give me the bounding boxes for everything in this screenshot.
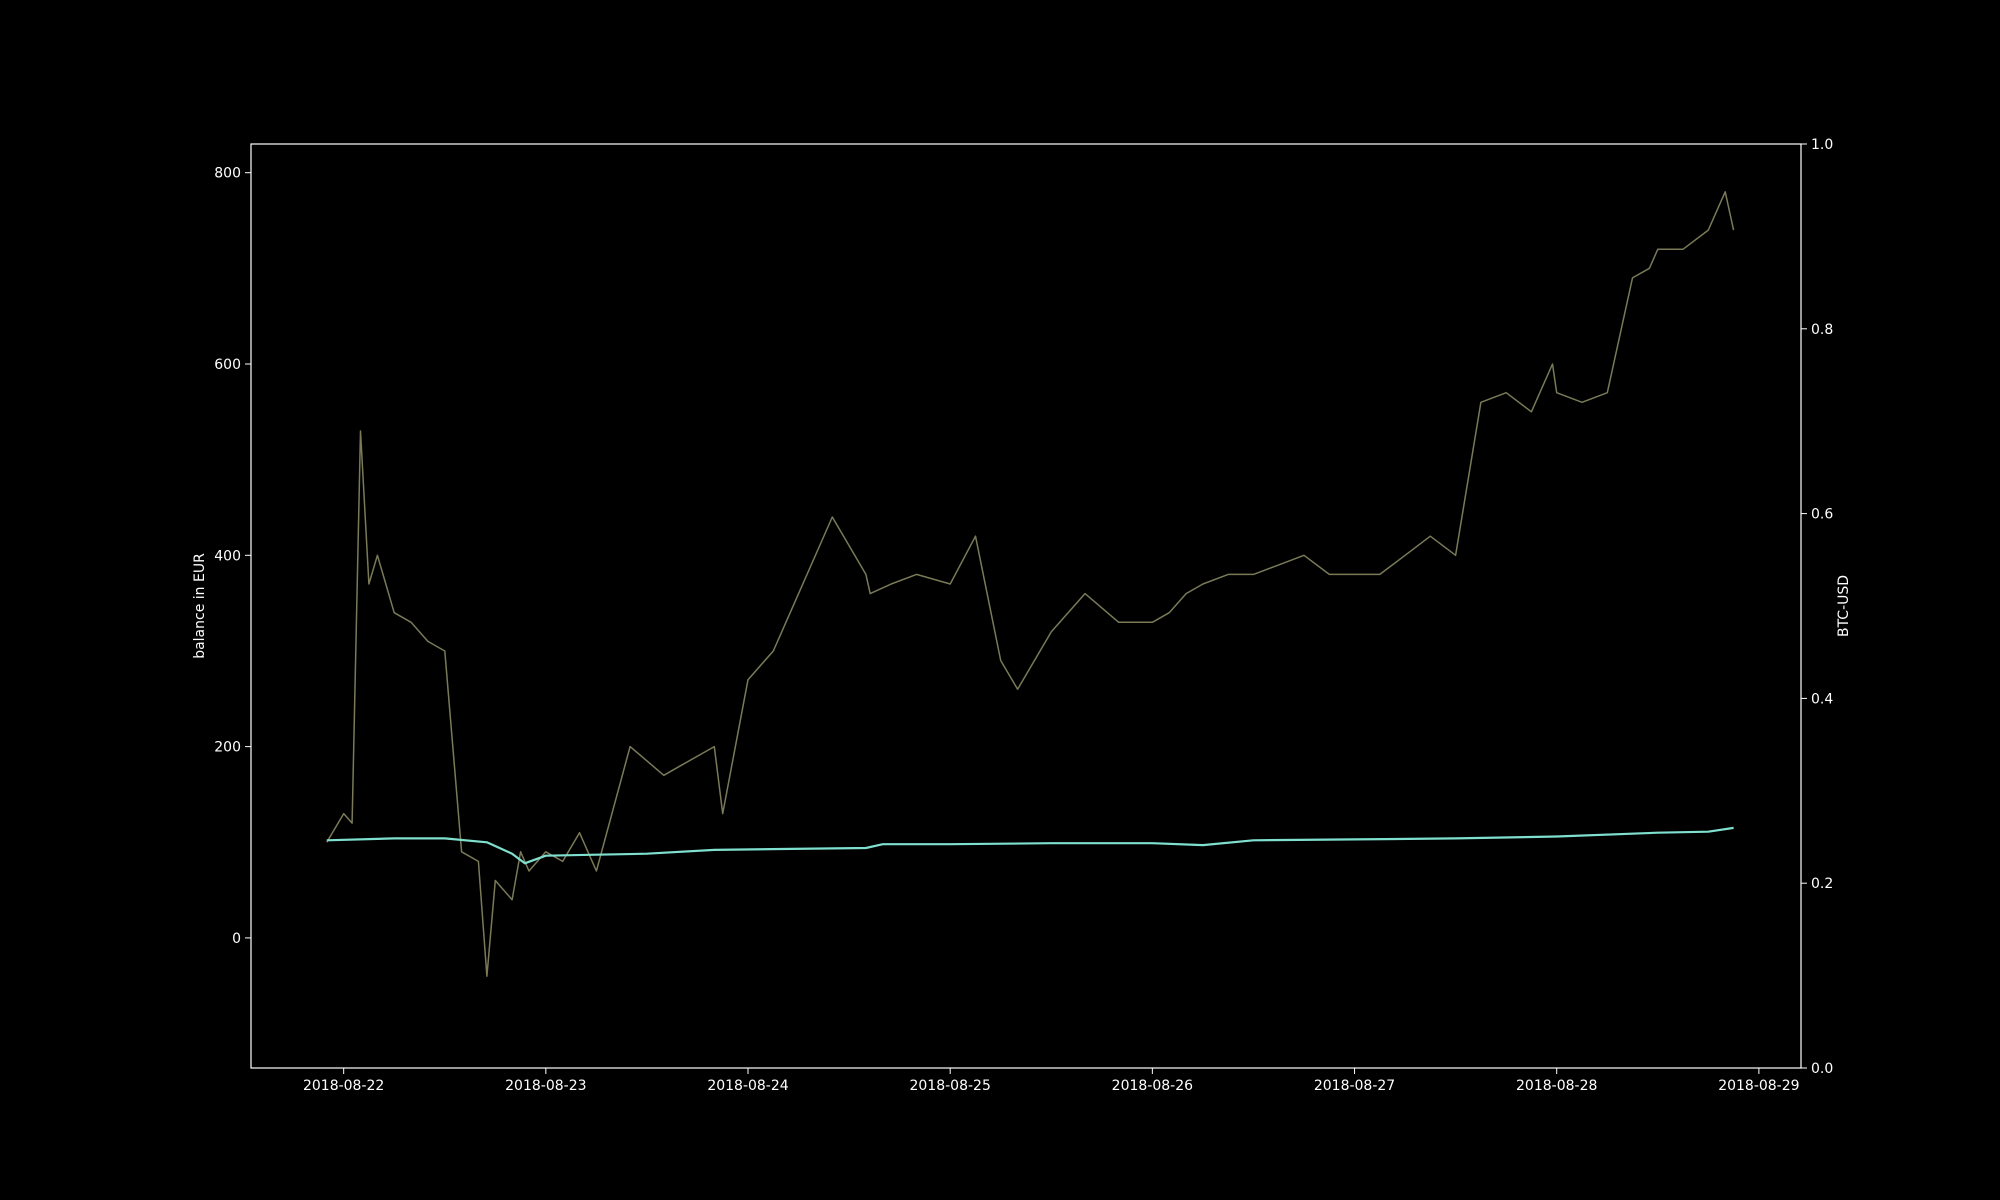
x-tick-label: 2018-08-24 — [707, 1078, 788, 1094]
x-tick-label: 2018-08-23 — [505, 1078, 586, 1094]
plot-frame — [250, 143, 1802, 1069]
series-layer — [326, 191, 1735, 977]
x-tick-label: 2018-08-22 — [303, 1078, 384, 1094]
y2-tick-label: 0.0 — [1811, 1061, 1833, 1077]
y2-axis-label: BTC-USD — [1836, 575, 1852, 637]
x-tick-label: 2018-08-28 — [1516, 1078, 1597, 1094]
x-tick-label: 2018-08-27 — [1314, 1078, 1395, 1094]
x-tick-label: 2018-08-25 — [909, 1078, 990, 1094]
x-tick-label: 2018-08-26 — [1112, 1078, 1193, 1094]
y2-tick-label: 0.2 — [1811, 876, 1833, 892]
y-tick-label: 0 — [232, 931, 241, 947]
y-tick-label: 200 — [214, 740, 241, 756]
y2-tick-label: 0.4 — [1811, 691, 1833, 707]
y-tick-label: 800 — [214, 166, 241, 182]
series-line-2 — [326, 826, 1734, 865]
y2-tick-label: 1.0 — [1811, 137, 1833, 153]
y2-tick-label: 0.8 — [1811, 322, 1833, 338]
ticks-layer: 2018-08-22 2018-08-23 2018-08-24 2018-08-25… — [214, 137, 1833, 1094]
y2-tick-label: 0.6 — [1811, 507, 1833, 523]
x-tick-label: 2018-08-29 — [1718, 1078, 1799, 1094]
y-axis-label: balance in EUR — [192, 553, 208, 659]
y-tick-label: 600 — [214, 357, 241, 373]
y-tick-label: 400 — [214, 548, 241, 564]
series-line-1 — [326, 191, 1735, 977]
